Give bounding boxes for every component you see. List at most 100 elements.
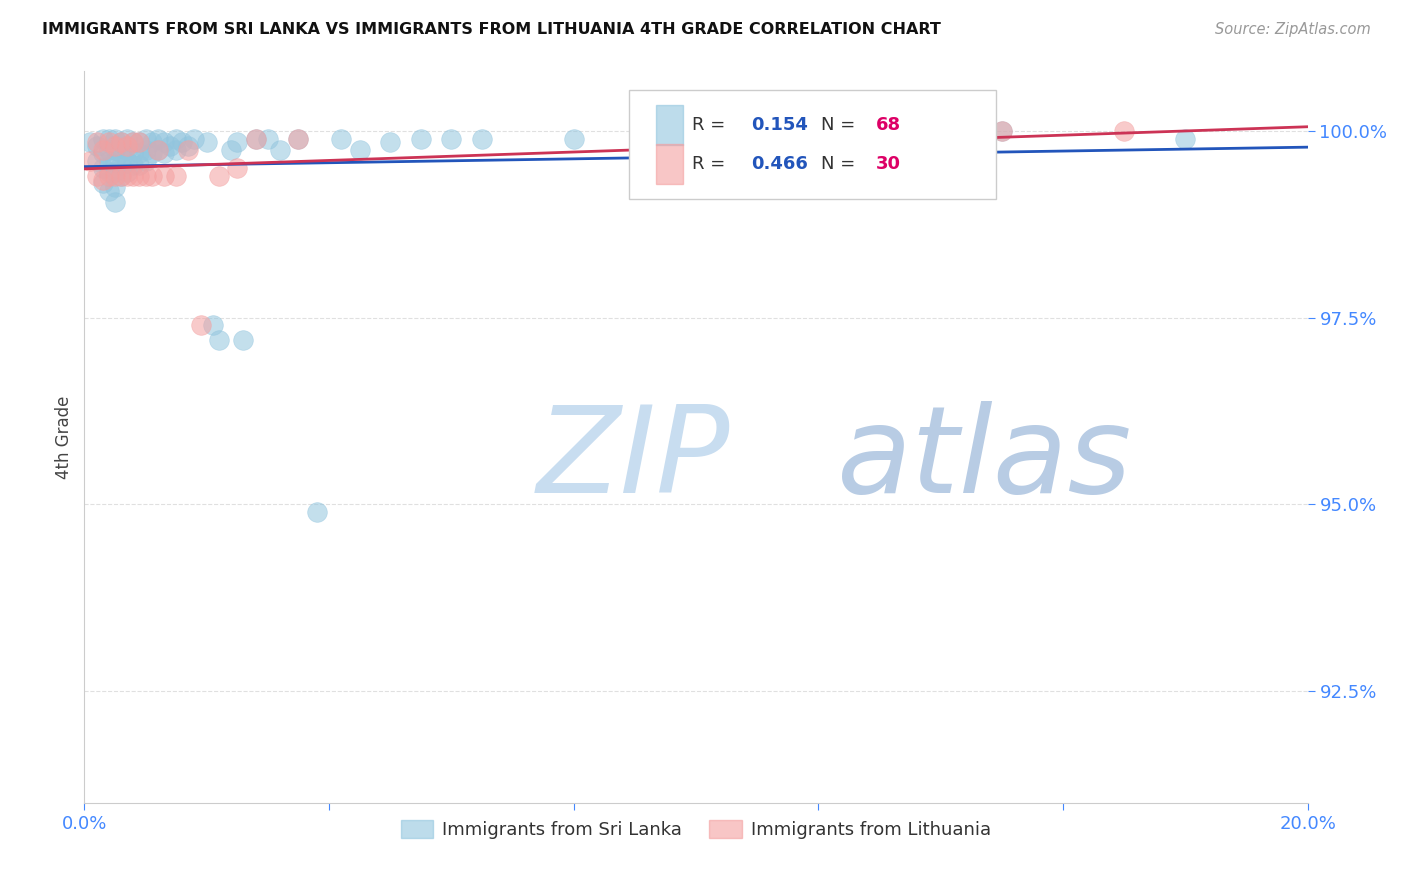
Point [153,169,176,183]
Point [165,169,187,183]
Text: 68: 68 [876,116,901,134]
Text: N =: N = [821,116,860,134]
Point [159,139,181,153]
Text: ZIP: ZIP [537,401,731,517]
Y-axis label: 4th Grade: 4th Grade [55,395,73,479]
Point [91,172,114,186]
Text: 30: 30 [876,155,901,173]
Point [245,131,267,145]
Point [146,143,169,157]
Point [685,124,707,138]
Point [79,135,101,149]
Point [1174,131,1197,145]
Point [257,131,280,145]
Point [97,165,120,179]
Point [122,158,145,172]
Point [91,143,114,157]
Text: Source: ZipAtlas.com: Source: ZipAtlas.com [1215,22,1371,37]
Text: N =: N = [821,155,860,173]
Point [330,131,353,145]
Point [1114,124,1136,138]
Point [141,146,163,161]
Point [91,177,114,191]
Point [128,169,150,183]
FancyBboxPatch shape [655,145,682,185]
Point [440,131,463,145]
Point [115,165,138,179]
Point [110,146,132,161]
Point [153,146,176,161]
Point [97,153,120,168]
Point [177,143,200,157]
Point [110,135,132,149]
Point [110,169,132,183]
Point [146,143,169,157]
Point [122,135,145,149]
Point [104,169,127,183]
Text: 0.154: 0.154 [751,116,808,134]
Point [122,146,145,161]
Point [115,153,138,168]
Text: atlas: atlas [837,401,1132,517]
Point [86,169,108,183]
Point [991,124,1014,138]
Point [141,135,163,149]
Point [219,143,242,157]
Point [115,169,138,183]
Point [165,143,187,157]
Point [245,131,267,145]
Point [135,169,157,183]
Point [104,194,127,209]
Point [86,135,108,149]
Point [562,131,585,145]
Point [146,131,169,145]
Point [122,169,145,183]
Point [128,135,150,149]
Point [97,169,120,183]
Point [208,333,231,347]
Point [115,143,138,157]
Point [135,143,157,157]
Point [177,139,200,153]
Point [471,131,494,145]
Point [91,161,114,176]
Point [104,131,127,145]
Point [183,131,205,145]
Point [110,135,132,149]
Point [141,169,163,183]
Point [91,146,114,161]
Point [172,135,194,149]
Point [128,158,150,172]
Point [269,143,291,157]
FancyBboxPatch shape [628,90,995,200]
FancyBboxPatch shape [655,104,682,145]
Point [201,318,224,332]
Point [349,143,371,157]
Point [135,153,157,168]
Point [104,180,127,194]
Point [153,135,176,149]
Point [115,131,138,145]
Point [226,161,249,176]
Point [195,135,218,149]
Point [305,505,328,519]
Point [208,169,231,183]
Point [991,124,1014,138]
Text: R =: R = [692,116,731,134]
Point [409,131,432,145]
Point [190,318,212,332]
Point [135,131,157,145]
Point [226,135,249,149]
Point [110,169,132,183]
Point [97,135,120,149]
Point [104,143,127,157]
Point [97,131,120,145]
Text: 0.466: 0.466 [751,155,808,173]
Point [86,139,108,153]
Point [91,131,114,145]
Point [380,135,402,149]
Point [97,143,120,157]
Point [79,153,101,168]
Point [110,158,132,172]
Text: R =: R = [692,155,731,173]
